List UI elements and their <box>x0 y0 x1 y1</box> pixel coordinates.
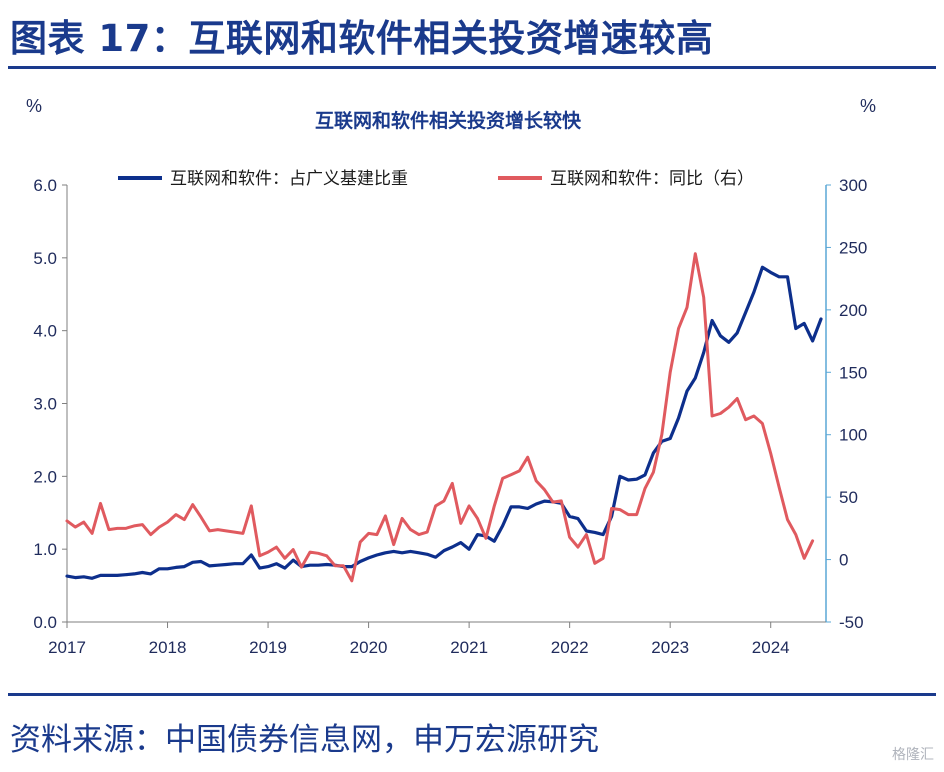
left-tick-label: 6.0 <box>33 176 57 195</box>
right-tick-label: 200 <box>839 301 867 320</box>
left-tick-label: 3.0 <box>33 395 57 414</box>
right-tick-label: 250 <box>839 238 867 257</box>
right-tick-label: -50 <box>839 613 864 632</box>
left-tick-label: 4.0 <box>33 322 57 341</box>
series-line-yoy <box>65 252 815 583</box>
series-group <box>65 252 823 583</box>
legend-label-share: 互联网和软件：占广义基建比重 <box>170 169 408 189</box>
x-tick-label: 2021 <box>450 638 488 657</box>
left-axis-unit: % <box>26 96 42 116</box>
x-tick-label: 2024 <box>752 638 790 657</box>
x-tick-label: 2019 <box>249 638 287 657</box>
line-chart: 互联网和软件相关投资增长较快 % % 互联网和软件：占广义基建比重 互联网和软件… <box>26 96 876 657</box>
footer-rule <box>8 693 936 696</box>
watermark: 格隆汇 <box>892 747 934 763</box>
left-tick-label: 5.0 <box>33 249 57 268</box>
title-rule <box>8 66 936 69</box>
source-note: 资料来源：中国债券信息网，申万宏源研究 <box>10 722 599 758</box>
right-tick-label: 150 <box>839 363 867 382</box>
axes: 0.0 1.0 2.0 3.0 4.0 5.0 6.0 -50 0 50 100 150 200 250 3… <box>33 176 867 657</box>
right-tick-label: 100 <box>839 426 867 445</box>
x-tick-label: 2023 <box>651 638 689 657</box>
right-tick-label: 300 <box>839 176 867 195</box>
right-axis-unit: % <box>860 96 876 116</box>
x-tick-label: 2018 <box>149 638 187 657</box>
chart-title: 互联网和软件相关投资增长较快 <box>315 109 582 132</box>
legend: 互联网和软件：占广义基建比重 互联网和软件：同比（右） <box>118 169 754 189</box>
legend-label-yoy: 互联网和软件：同比（右） <box>550 169 754 189</box>
figure-title: 图表 17：互联网和软件相关投资增速较高 <box>10 17 714 60</box>
x-tick-label: 2022 <box>551 638 589 657</box>
left-tick-label: 0.0 <box>33 613 57 632</box>
left-tick-label: 1.0 <box>33 540 57 559</box>
right-tick-label: 50 <box>839 488 858 507</box>
series-line-share <box>65 265 823 580</box>
x-tick-label: 2017 <box>48 638 86 657</box>
x-tick-label: 2020 <box>350 638 388 657</box>
left-tick-label: 2.0 <box>33 467 57 486</box>
right-tick-label: 0 <box>839 551 848 570</box>
